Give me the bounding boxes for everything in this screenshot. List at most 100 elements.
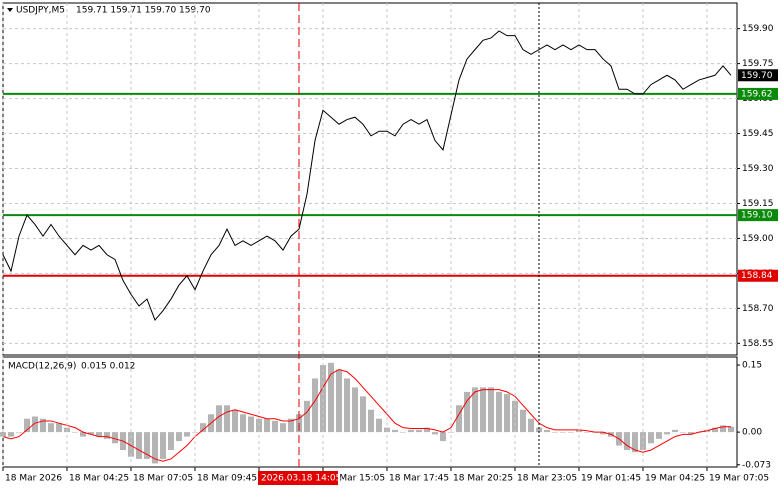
x-tick-label: 18 Mar 2026 [5, 474, 62, 484]
histogram-bar [400, 432, 406, 433]
histogram-bar [40, 418, 46, 433]
histogram-bar [216, 405, 222, 433]
histogram-bar [496, 391, 502, 433]
histogram-bar [544, 429, 550, 433]
y-tick-label: 0.00 [742, 428, 762, 438]
level-tag [738, 209, 778, 222]
histogram-bar [352, 387, 358, 433]
histogram-bar [664, 432, 670, 435]
histogram-bar [72, 432, 78, 433]
histogram-bar [480, 387, 486, 433]
x-tick-label: 19 Mar 07:05 [709, 474, 769, 484]
histogram-bar [568, 432, 574, 433]
histogram-bar [88, 432, 94, 435]
histogram-bar [168, 432, 174, 451]
histogram-bar [536, 427, 542, 433]
histogram-bar [448, 432, 454, 433]
histogram-bar [656, 432, 662, 439]
y-tick-label: 159.15 [742, 199, 774, 209]
histogram-bar [376, 418, 382, 433]
histogram-bar [432, 432, 438, 435]
histogram-bar [720, 425, 726, 433]
price-panel [2, 2, 738, 356]
histogram-bar [648, 432, 654, 444]
menu-triangle[interactable] [7, 8, 13, 12]
histogram-bar [488, 387, 494, 433]
histogram-bar [160, 432, 166, 459]
last-price-tag [738, 69, 778, 82]
histogram-bar [136, 432, 142, 459]
histogram-bar [232, 409, 238, 433]
histogram-bar [512, 400, 518, 433]
histogram-bar [440, 432, 446, 442]
histogram-bar [200, 423, 206, 433]
histogram-bar [552, 432, 558, 433]
histogram-bar [336, 369, 342, 433]
x-tick-label: 19 Mar 01:45 [581, 474, 641, 484]
macd-readout: 0.015 0.012 [81, 362, 135, 372]
histogram-bar [128, 432, 134, 457]
histogram-bar [80, 432, 86, 437]
histogram-bar [48, 423, 54, 433]
level-tag [738, 269, 778, 282]
y-tick-label: 158.55 [742, 339, 774, 349]
histogram-bar [248, 416, 254, 433]
histogram-bar [424, 427, 430, 433]
histogram-bar [144, 432, 150, 459]
histogram-bar [8, 432, 14, 437]
signal-line [2, 368, 731, 462]
histogram-bar [464, 391, 470, 433]
histogram-bar [264, 418, 270, 433]
histogram-bar [288, 418, 294, 433]
histogram-bar [280, 423, 286, 433]
histogram-bar [600, 432, 606, 435]
y-tick-label: 159.30 [742, 164, 774, 174]
x-tick-label: 18 Mar 07:05 [133, 474, 193, 484]
x-tick-label: 18 Mar 15:05 [325, 474, 385, 484]
x-tick-label: 18 Mar 20:25 [453, 474, 513, 484]
histogram-bar [312, 378, 318, 433]
y-tick-label: 159.90 [742, 24, 774, 34]
histogram-bar [728, 426, 734, 433]
histogram-bar [528, 418, 534, 433]
histogram-bar [688, 432, 694, 435]
histogram-bar [344, 378, 350, 433]
histogram-bar [472, 387, 478, 433]
price-line [2, 30, 732, 321]
level-label: 159.10 [741, 211, 773, 221]
histogram-bar [560, 432, 566, 433]
y-tick-label: 159.75 [742, 59, 774, 69]
histogram-bar [632, 432, 638, 453]
histogram-bar [112, 432, 118, 444]
histogram-bar [24, 418, 30, 433]
histogram-bar [520, 409, 526, 433]
histogram-bar [32, 416, 38, 433]
x-tick-label: 18 Mar 17:45 [389, 474, 449, 484]
x-tick-label: 18 Mar 04:25 [69, 474, 129, 484]
histogram-bar [368, 409, 374, 433]
histogram-bar [712, 427, 718, 433]
quote-readout: 159.71 159.71 159.70 159.70 [76, 6, 211, 16]
histogram-bar [584, 432, 590, 433]
symbol-title: USDJPY,M5 [16, 6, 65, 16]
y-tick-label: 158.70 [742, 304, 774, 314]
histogram-bar [456, 405, 462, 433]
last-price-label: 159.70 [741, 71, 773, 81]
histogram-bar [328, 362, 334, 433]
y-tick-label: -0.073 [742, 460, 771, 470]
histogram-bar [152, 432, 158, 464]
histogram-bar [304, 400, 310, 433]
time-label: 2026.03.18 14:05 [261, 474, 341, 484]
macd-title: MACD(12,26,9) [8, 362, 76, 372]
histogram-bar [192, 432, 198, 433]
x-tick-label: 18 Mar 09:45 [197, 474, 257, 484]
histogram-bar [16, 432, 22, 433]
histogram-bar [672, 429, 678, 433]
x-tick-label: 19 Mar 04:25 [645, 474, 705, 484]
y-tick-label: 159.00 [742, 234, 774, 244]
y-tick-label: 0.15 [742, 361, 762, 371]
histogram-bar [272, 420, 278, 433]
x-tick-label: 18 Mar 23:05 [517, 474, 577, 484]
histogram-bar [360, 396, 366, 433]
histogram-bar [408, 429, 414, 433]
